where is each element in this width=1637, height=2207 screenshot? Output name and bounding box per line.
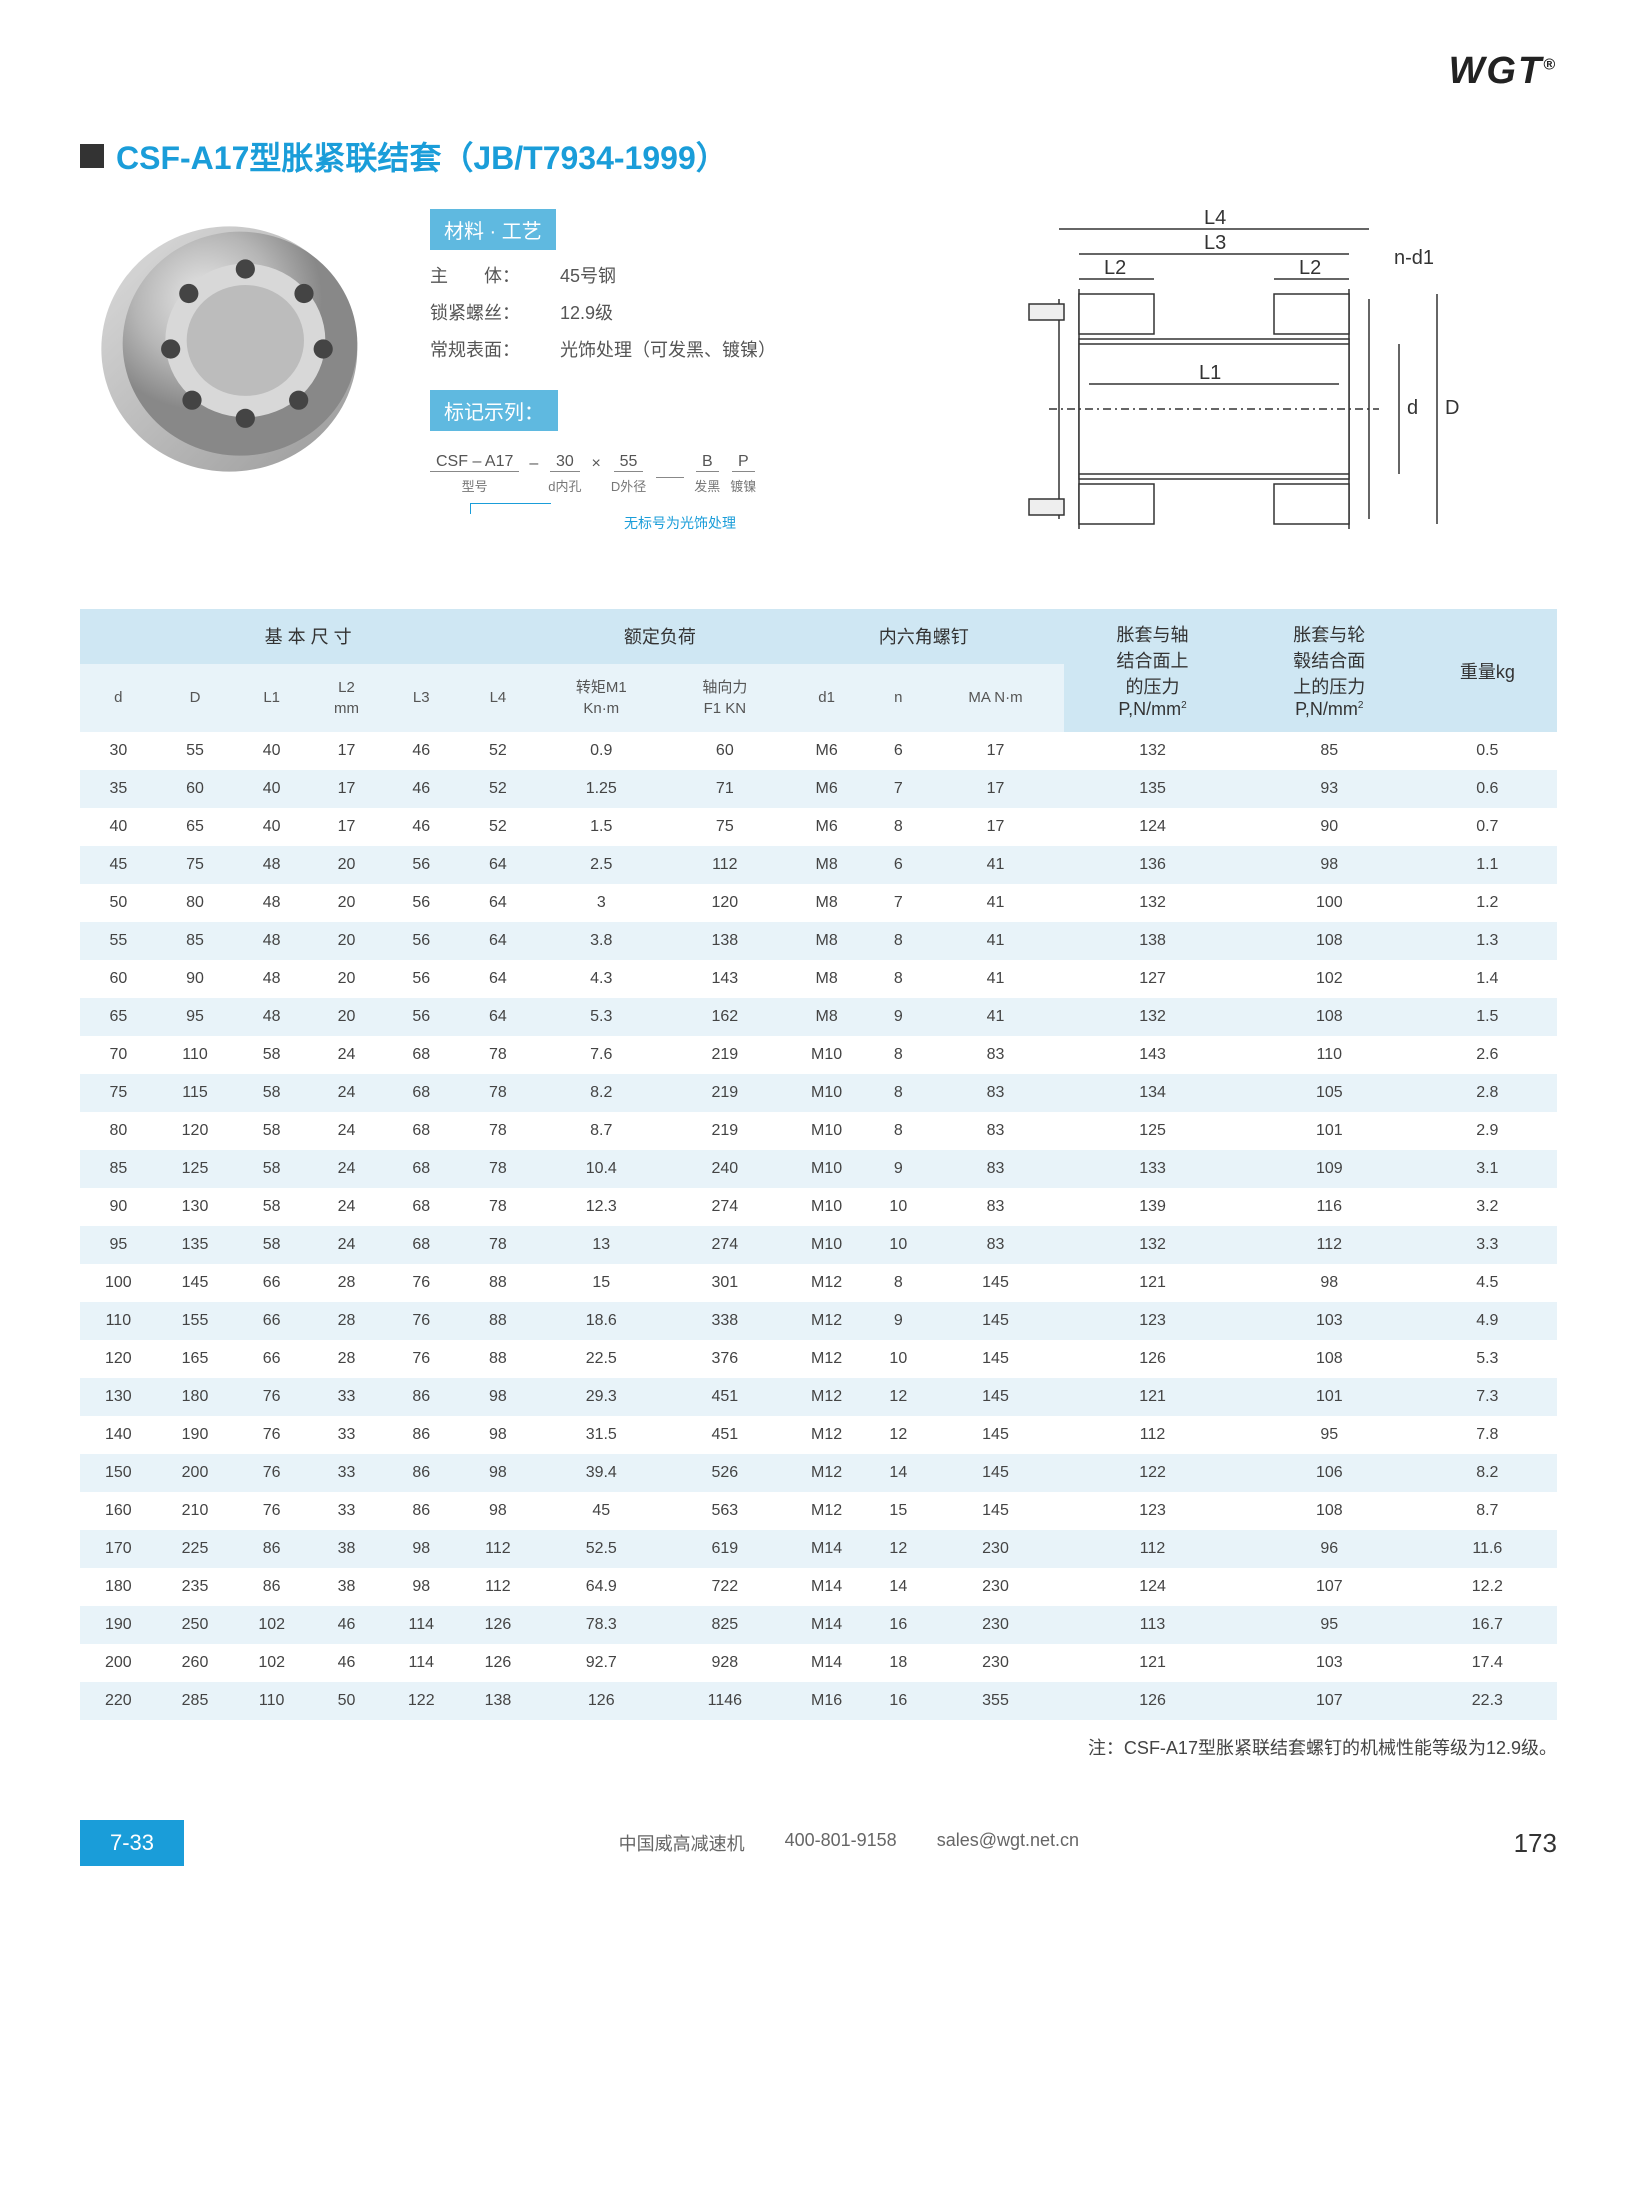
marking-note: 无标号为光饰处理 — [490, 513, 870, 533]
svg-text:L1: L1 — [1199, 362, 1221, 384]
table-row: 80120582468788.7219M108831251012.9 — [80, 1112, 1557, 1150]
table-row: 1502007633869839.4526M12141451221068.2 — [80, 1454, 1557, 1492]
page-title: CSF-A17型胀紧联结套（JB/T7934-1999） — [80, 133, 1557, 179]
product-image — [80, 209, 400, 489]
table-row: 75115582468788.2219M108831341052.8 — [80, 1074, 1557, 1112]
phone: 400-801-9158 — [785, 1830, 897, 1856]
table-row: 220285110501221381261146M161635512610722… — [80, 1682, 1557, 1720]
table-row: 951355824687813274M1010831321123.3 — [80, 1226, 1557, 1264]
svg-text:L2: L2 — [1104, 257, 1126, 279]
technical-diagram: L4 L3 L2 L2 n-d1 — [900, 209, 1557, 569]
svg-text:D: D — [1445, 397, 1459, 419]
table-row: 1101556628768818.6338M1291451231034.9 — [80, 1302, 1557, 1340]
svg-text:L2: L2 — [1299, 257, 1321, 279]
table-row: 1301807633869829.3451M12121451211017.3 — [80, 1378, 1557, 1416]
table-row: 901305824687812.3274M1010831391163.2 — [80, 1188, 1557, 1226]
table-row: 1902501024611412678.3825M14162301139516.… — [80, 1606, 1557, 1644]
section-number: 7-33 — [80, 1820, 184, 1866]
table-row: 1001456628768815301M128145121984.5 — [80, 1264, 1557, 1302]
table-row: 2002601024611412692.7928M141823012110317… — [80, 1644, 1557, 1682]
title-text: CSF-A17型胀紧联结套（JB/T7934-1999） — [116, 133, 728, 179]
table-row: 6090482056644.3143M88411271021.4 — [80, 960, 1557, 998]
table-row: 851255824687810.4240M109831331093.1 — [80, 1150, 1557, 1188]
table-row: 1602107633869845563M12151451231088.7 — [80, 1492, 1557, 1530]
table-row: 4065401746521.575M6817124900.7 — [80, 808, 1557, 846]
table-row: 1201656628768822.5376M12101451261085.3 — [80, 1340, 1557, 1378]
table-row: 70110582468787.6219M108831431102.6 — [80, 1036, 1557, 1074]
table-note: 注：CSF-A17型胀紧联结套螺钉的机械性能等级为12.9级。 — [80, 1734, 1557, 1760]
table-row: 5080482056643120M87411321001.2 — [80, 884, 1557, 922]
title-square-icon — [80, 144, 104, 168]
table-row: 1401907633869831.5451M1212145112957.8 — [80, 1416, 1557, 1454]
svg-text:L4: L4 — [1204, 209, 1226, 229]
table-row: 18023586389811264.9722M141423012410712.2 — [80, 1568, 1557, 1606]
page-number: 173 — [1514, 1828, 1557, 1859]
table-row: 4575482056642.5112M8641136981.1 — [80, 846, 1557, 884]
company-name: 中国威高减速机 — [619, 1830, 745, 1856]
table-row: 3055401746520.960M6617132850.5 — [80, 732, 1557, 770]
material-label: 材料 · 工艺 — [430, 209, 556, 250]
table-row: 17022586389811252.5619M14122301129611.6 — [80, 1530, 1557, 1568]
svg-text:n-d1: n-d1 — [1394, 247, 1434, 269]
table-row: 6595482056645.3162M89411321081.5 — [80, 998, 1557, 1036]
svg-text:d: d — [1407, 397, 1418, 419]
svg-text:L3: L3 — [1204, 232, 1226, 254]
page-footer: 7-33 中国威高减速机 400-801-9158 sales@wgt.net.… — [80, 1820, 1557, 1866]
table-row: 5585482056643.8138M88411381081.3 — [80, 922, 1557, 960]
email: sales@wgt.net.cn — [937, 1830, 1079, 1856]
spec-table: 基 本 尺 寸额定负荷内六角螺钉胀套与轴结合面上的压力P,N/mm2胀套与轮毂结… — [80, 609, 1557, 1720]
table-row: 3560401746521.2571M6717135930.6 — [80, 770, 1557, 808]
brand-logo: WGT® — [80, 50, 1557, 93]
marking-label: 标记示列： — [430, 390, 558, 431]
